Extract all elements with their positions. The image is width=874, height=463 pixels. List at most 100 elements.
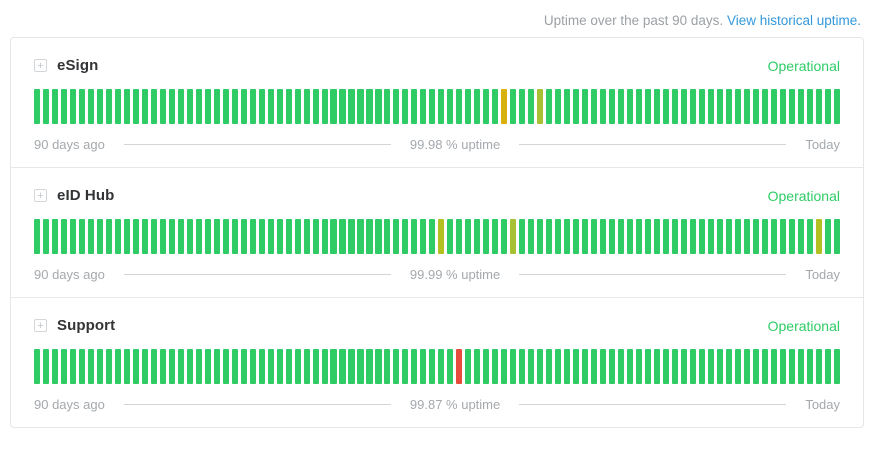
uptime-day-bar[interactable] [321, 89, 328, 124]
uptime-day-bar[interactable] [626, 219, 634, 254]
uptime-day-bar[interactable] [707, 349, 714, 384]
uptime-day-bar[interactable] [258, 349, 265, 384]
uptime-day-bar[interactable] [42, 89, 50, 124]
uptime-day-bar[interactable] [339, 349, 346, 384]
uptime-day-bar[interactable] [429, 89, 436, 124]
uptime-day-bar[interactable] [321, 349, 328, 384]
uptime-day-bar[interactable] [168, 349, 175, 384]
uptime-day-bar[interactable] [653, 89, 661, 124]
uptime-day-bar[interactable] [438, 89, 445, 124]
uptime-day-bar[interactable] [492, 219, 499, 254]
uptime-day-bar[interactable] [393, 89, 400, 124]
uptime-day-bar[interactable] [617, 89, 625, 124]
uptime-day-bar[interactable] [51, 89, 59, 124]
uptime-day-bar[interactable] [276, 219, 283, 254]
uptime-day-bar[interactable] [492, 349, 499, 384]
uptime-day-bar[interactable] [662, 219, 669, 254]
uptime-day-bar[interactable] [609, 219, 616, 254]
view-historical-uptime-link[interactable]: View historical uptime. [726, 13, 861, 28]
uptime-day-bar[interactable] [150, 89, 157, 124]
uptime-day-bar[interactable] [438, 219, 445, 254]
uptime-day-bar[interactable] [609, 89, 616, 124]
uptime-day-bar[interactable] [815, 89, 822, 124]
uptime-day-bar[interactable] [141, 219, 148, 254]
uptime-day-bar[interactable] [788, 349, 795, 384]
uptime-day-bar[interactable] [806, 219, 813, 254]
uptime-day-bar[interactable] [384, 89, 391, 124]
uptime-day-bar[interactable] [51, 219, 59, 254]
uptime-day-bar[interactable] [240, 349, 247, 384]
uptime-day-bar[interactable] [231, 349, 238, 384]
uptime-day-bar[interactable] [222, 219, 229, 254]
uptime-day-bar[interactable] [528, 89, 535, 124]
uptime-day-bar[interactable] [348, 89, 355, 124]
uptime-day-bar[interactable] [375, 89, 382, 124]
uptime-day-bar[interactable] [653, 219, 661, 254]
uptime-day-bar[interactable] [626, 349, 634, 384]
uptime-day-bar[interactable] [357, 219, 364, 254]
uptime-day-bar[interactable] [177, 89, 184, 124]
uptime-day-bar[interactable] [483, 89, 490, 124]
uptime-day-bar[interactable] [204, 349, 211, 384]
uptime-day-bar[interactable] [87, 89, 94, 124]
uptime-day-bar[interactable] [528, 219, 535, 254]
uptime-day-bar[interactable] [168, 219, 175, 254]
uptime-day-bar[interactable] [186, 89, 193, 124]
uptime-day-bar[interactable] [132, 89, 139, 124]
uptime-day-bar[interactable] [707, 89, 714, 124]
uptime-day-bar[interactable] [725, 89, 732, 124]
uptime-day-bar[interactable] [303, 349, 310, 384]
uptime-day-bar[interactable] [240, 89, 247, 124]
uptime-day-bar[interactable] [429, 349, 436, 384]
uptime-day-bar[interactable] [384, 219, 391, 254]
uptime-day-bar[interactable] [195, 219, 202, 254]
uptime-day-bar[interactable] [797, 349, 804, 384]
uptime-day-bar[interactable] [303, 219, 310, 254]
uptime-day-bar[interactable] [734, 219, 741, 254]
uptime-day-bar[interactable] [87, 219, 94, 254]
uptime-day-bar[interactable] [609, 349, 616, 384]
uptime-day-bar[interactable] [725, 349, 732, 384]
uptime-day-bar[interactable] [34, 89, 41, 124]
uptime-day-bar[interactable] [114, 89, 121, 124]
uptime-day-bar[interactable] [591, 349, 598, 384]
uptime-day-bar[interactable] [528, 349, 535, 384]
expand-plus-icon[interactable]: + [34, 59, 47, 72]
uptime-day-bar[interactable] [294, 349, 301, 384]
uptime-day-bar[interactable] [456, 349, 463, 384]
uptime-day-bar[interactable] [168, 89, 175, 124]
uptime-day-bar[interactable] [824, 219, 831, 254]
uptime-day-bar[interactable] [474, 89, 481, 124]
uptime-day-bar[interactable] [420, 349, 427, 384]
uptime-day-bar[interactable] [582, 349, 589, 384]
uptime-day-bar[interactable] [132, 219, 139, 254]
uptime-day-bar[interactable] [105, 89, 112, 124]
uptime-day-bar[interactable] [635, 349, 643, 384]
uptime-day-bar[interactable] [51, 349, 59, 384]
uptime-day-bar[interactable] [339, 219, 346, 254]
uptime-day-bar[interactable] [716, 349, 723, 384]
uptime-day-bar[interactable] [312, 349, 319, 384]
uptime-day-bar[interactable] [411, 219, 418, 254]
uptime-day-bar[interactable] [483, 219, 490, 254]
uptime-day-bar[interactable] [159, 89, 166, 124]
uptime-day-bar[interactable] [60, 219, 68, 254]
uptime-day-bar[interactable] [267, 219, 274, 254]
uptime-day-bar[interactable] [716, 89, 723, 124]
uptime-day-bar[interactable] [339, 89, 346, 124]
uptime-day-bar[interactable] [330, 89, 337, 124]
uptime-day-bar[interactable] [797, 89, 804, 124]
uptime-day-bar[interactable] [231, 219, 238, 254]
uptime-day-bar[interactable] [330, 349, 337, 384]
uptime-day-bar[interactable] [698, 349, 705, 384]
uptime-day-bar[interactable] [34, 219, 41, 254]
uptime-day-bar[interactable] [447, 89, 454, 124]
uptime-day-bar[interactable] [366, 219, 373, 254]
uptime-day-bar[interactable] [177, 349, 184, 384]
uptime-day-bar[interactable] [573, 89, 580, 124]
uptime-day-bar[interactable] [815, 349, 822, 384]
uptime-day-bar[interactable] [510, 349, 517, 384]
uptime-day-bar[interactable] [600, 89, 607, 124]
uptime-day-bar[interactable] [42, 219, 50, 254]
uptime-day-bar[interactable] [519, 349, 526, 384]
